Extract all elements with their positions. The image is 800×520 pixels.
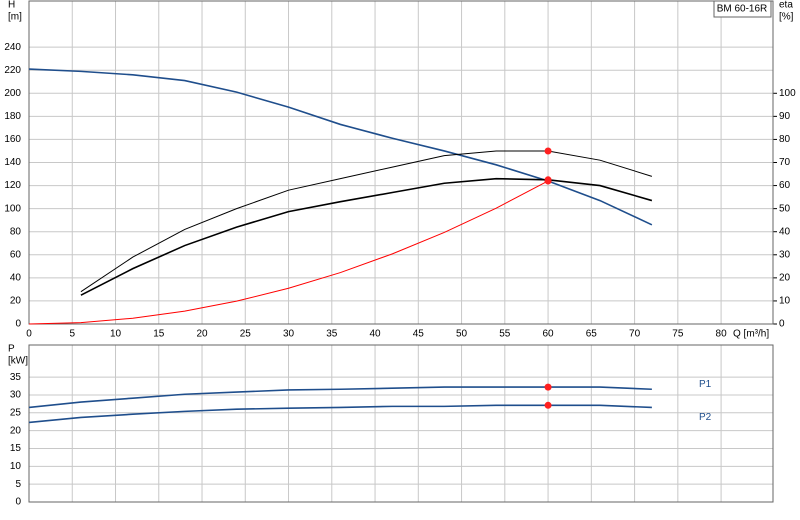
x-tick-label: 80 [716, 329, 728, 340]
y2-tick-label: 0 [779, 319, 785, 330]
x-axis-label: Q [m³/h] [733, 329, 769, 340]
y-tick-label: 60 [10, 249, 22, 260]
y-tick-label: 40 [10, 272, 22, 283]
y-tick-label: 0 [15, 319, 21, 330]
series-line [80, 150, 653, 293]
x-tick-label: 70 [629, 329, 641, 340]
y2-tick-label: 90 [779, 111, 791, 122]
x-tick-label: 75 [672, 329, 684, 340]
y2-tick-label: 80 [779, 134, 791, 145]
series-label: P1 [699, 379, 712, 390]
series-line [28, 386, 652, 409]
x-tick-label: 55 [499, 329, 511, 340]
series-line [80, 177, 653, 296]
x-tick-label: 35 [326, 329, 338, 340]
plot-frame [28, 344, 774, 503]
y-tick-label: 180 [4, 111, 21, 122]
y-tick-label: 15 [10, 443, 22, 454]
y-axis-label: H [8, 0, 15, 11]
y2-tick-label: 70 [779, 157, 791, 168]
y-tick-label: 25 [10, 407, 22, 418]
x-tick-label: 40 [369, 329, 381, 340]
x-tick-label: 60 [543, 329, 555, 340]
y-tick-label: 20 [10, 296, 22, 307]
y-tick-label: 120 [4, 180, 21, 191]
y-axis-label: [kW] [8, 356, 28, 367]
x-tick-label: 45 [413, 329, 425, 340]
series-label: P2 [699, 412, 712, 423]
y-tick-label: 240 [4, 42, 21, 53]
y2-axis-label: [%] [779, 12, 794, 23]
y-tick-label: 220 [4, 65, 21, 76]
x-tick-label: 20 [196, 329, 208, 340]
title-box [713, 0, 772, 18]
x-tick-label: 50 [456, 329, 468, 340]
x-tick-label: 5 [69, 329, 75, 340]
y2-axis-label: eta [779, 0, 793, 11]
y-axis-label: [m] [8, 12, 22, 23]
y2-tick-label: 30 [779, 249, 791, 260]
x-tick-label: 30 [283, 329, 295, 340]
y-tick-label: 30 [10, 390, 22, 401]
plot-frame [28, 0, 774, 325]
series-line [28, 404, 652, 424]
y-tick-label: 140 [4, 157, 21, 168]
y-tick-label: 35 [10, 372, 22, 383]
x-tick-label: 15 [153, 329, 165, 340]
y2-tick-label: 60 [779, 180, 791, 191]
chart-title: BM 60-16R [717, 4, 768, 15]
y2-tick-label: 40 [779, 226, 791, 237]
y-tick-label: 5 [15, 479, 21, 490]
x-tick-label: 0 [26, 329, 32, 340]
y-tick-label: 80 [10, 226, 22, 237]
y2-tick-label: 20 [779, 272, 791, 283]
duty-point [544, 401, 552, 409]
y-tick-label: 10 [10, 461, 22, 472]
series-line [28, 180, 549, 325]
x-tick-label: 65 [586, 329, 598, 340]
duty-point [544, 147, 552, 155]
y-tick-label: 20 [10, 425, 22, 436]
duty-point [544, 383, 552, 391]
x-tick-label: 10 [110, 329, 122, 340]
y-tick-label: 100 [4, 203, 21, 214]
y-tick-label: 0 [15, 497, 21, 508]
y2-tick-label: 50 [779, 203, 791, 214]
y-tick-label: 160 [4, 134, 21, 145]
x-tick-label: 25 [240, 329, 252, 340]
duty-point [544, 177, 552, 185]
y-tick-label: 200 [4, 88, 21, 99]
y2-tick-label: 100 [779, 88, 796, 99]
y2-tick-label: 10 [779, 296, 791, 307]
y-axis-label: P [8, 344, 15, 355]
